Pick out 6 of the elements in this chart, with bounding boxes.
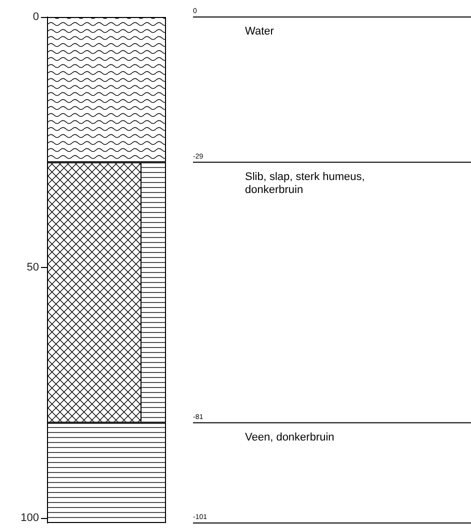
y-tick-label: 50 — [26, 261, 39, 274]
text: Water — [245, 26, 274, 38]
text: Veen, donkerbruin — [245, 431, 334, 444]
text: Slib, slap, sterk humeus, donkerbruin — [245, 170, 365, 196]
y-tick-label: 0 — [32, 11, 39, 23]
y-tick-label: 100 — [20, 512, 39, 524]
